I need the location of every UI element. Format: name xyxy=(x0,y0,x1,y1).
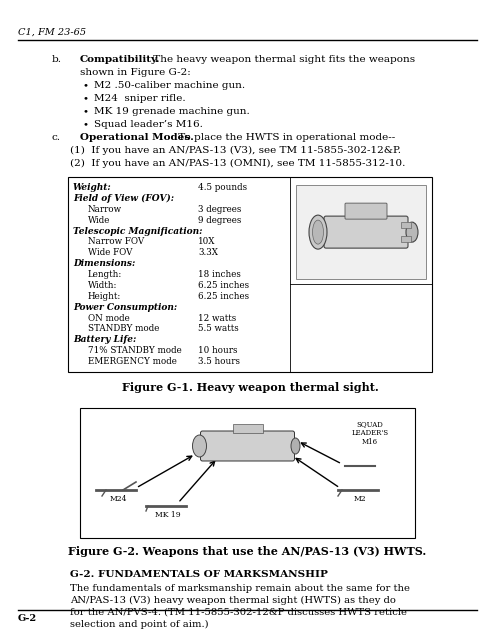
Text: c.: c. xyxy=(52,133,61,142)
Text: Wide: Wide xyxy=(88,216,110,225)
Text: 3.3X: 3.3X xyxy=(198,248,218,257)
Text: Field of View (FOV):: Field of View (FOV): xyxy=(73,194,174,203)
Text: (2)  If you have an AN/PAS-13 (OMNI), see TM 11-5855-312-10.: (2) If you have an AN/PAS-13 (OMNI), see… xyxy=(70,159,405,168)
Text: M2 .50-caliber machine gun.: M2 .50-caliber machine gun. xyxy=(94,81,245,90)
Text: •: • xyxy=(82,120,88,129)
Text: selection and point of aim.): selection and point of aim.) xyxy=(70,620,208,629)
Text: Figure G-2. Weapons that use the AN/PAS-13 (V3) HWTS.: Figure G-2. Weapons that use the AN/PAS-… xyxy=(68,546,427,557)
Text: Squad leader’s M16.: Squad leader’s M16. xyxy=(94,120,203,129)
Text: •: • xyxy=(82,81,88,90)
Text: 18 inches: 18 inches xyxy=(198,270,241,279)
Text: 10X: 10X xyxy=(198,237,215,246)
Bar xyxy=(401,236,411,242)
Text: M2: M2 xyxy=(354,495,366,503)
Text: b.: b. xyxy=(52,55,62,64)
Text: •: • xyxy=(82,107,88,116)
Text: 3 degrees: 3 degrees xyxy=(198,205,242,214)
Text: Dimensions:: Dimensions: xyxy=(73,259,135,268)
Text: SQUAD
LEADER'S
M16: SQUAD LEADER'S M16 xyxy=(351,420,389,446)
Text: 5.5 watts: 5.5 watts xyxy=(198,324,239,333)
Bar xyxy=(80,408,415,538)
Text: To place the HWTS in operational mode--: To place the HWTS in operational mode-- xyxy=(175,133,395,142)
Text: (1)  If you have an AN/PAS-13 (V3), see TM 11-5855-302-12&P.: (1) If you have an AN/PAS-13 (V3), see T… xyxy=(70,146,401,155)
FancyBboxPatch shape xyxy=(345,203,387,219)
Ellipse shape xyxy=(291,438,300,454)
Text: The fundamentals of marksmanship remain about the same for the: The fundamentals of marksmanship remain … xyxy=(70,584,410,593)
Text: AN/PAS-13 (V3) heavy weapon thermal sight (HWTS) as they do: AN/PAS-13 (V3) heavy weapon thermal sigh… xyxy=(70,596,396,605)
Ellipse shape xyxy=(312,220,324,244)
Text: for the AN/PVS-4. (TM 11-5855-302-12&P discusses HWTS reticle: for the AN/PVS-4. (TM 11-5855-302-12&P d… xyxy=(70,608,407,617)
Text: Compatibility.: Compatibility. xyxy=(80,55,160,64)
Text: C1, FM 23-65: C1, FM 23-65 xyxy=(18,28,86,37)
Text: MK 19 grenade machine gun.: MK 19 grenade machine gun. xyxy=(94,107,250,116)
Text: Operational Modes.: Operational Modes. xyxy=(80,133,194,142)
Text: Figure G-1. Heavy weapon thermal sight.: Figure G-1. Heavy weapon thermal sight. xyxy=(122,382,378,393)
Bar xyxy=(296,185,426,279)
Text: ON mode: ON mode xyxy=(88,314,130,323)
Text: STANDBY mode: STANDBY mode xyxy=(88,324,159,333)
Text: 3.5 hours: 3.5 hours xyxy=(198,357,240,366)
Ellipse shape xyxy=(406,222,418,242)
Text: Length:: Length: xyxy=(88,270,122,279)
Text: Narrow FOV: Narrow FOV xyxy=(88,237,144,246)
Bar xyxy=(233,424,262,433)
Text: Telescopic Magnification:: Telescopic Magnification: xyxy=(73,227,202,236)
Text: 9 degrees: 9 degrees xyxy=(198,216,242,225)
Text: Width:: Width: xyxy=(88,281,117,290)
Text: EMERGENCY mode: EMERGENCY mode xyxy=(88,357,177,366)
Text: Battery Life:: Battery Life: xyxy=(73,335,137,344)
Text: Weight:: Weight: xyxy=(73,183,112,192)
Text: Narrow: Narrow xyxy=(88,205,122,214)
Text: G-2. FUNDAMENTALS OF MARKSMANSHIP: G-2. FUNDAMENTALS OF MARKSMANSHIP xyxy=(70,570,328,579)
Text: Power Consumption:: Power Consumption: xyxy=(73,303,177,312)
Text: 71% STANDBY mode: 71% STANDBY mode xyxy=(88,346,182,355)
Text: 6.25 inches: 6.25 inches xyxy=(198,281,249,290)
Text: •: • xyxy=(82,94,88,103)
Text: Wide FOV: Wide FOV xyxy=(88,248,133,257)
FancyBboxPatch shape xyxy=(324,216,408,248)
Text: 4.5 pounds: 4.5 pounds xyxy=(198,183,247,192)
Ellipse shape xyxy=(193,435,206,457)
Text: G-2: G-2 xyxy=(18,614,37,623)
Text: shown in Figure G-2:: shown in Figure G-2: xyxy=(80,68,191,77)
Text: 12 watts: 12 watts xyxy=(198,314,236,323)
Bar xyxy=(401,222,411,228)
Text: The heavy weapon thermal sight fits the weapons: The heavy weapon thermal sight fits the … xyxy=(150,55,415,64)
Text: 10 hours: 10 hours xyxy=(198,346,238,355)
Text: MK 19: MK 19 xyxy=(155,511,181,519)
Text: M24: M24 xyxy=(109,495,127,503)
FancyBboxPatch shape xyxy=(200,431,295,461)
Ellipse shape xyxy=(309,215,327,249)
Bar xyxy=(68,177,432,372)
Text: 6.25 inches: 6.25 inches xyxy=(198,292,249,301)
Text: Height:: Height: xyxy=(88,292,121,301)
Text: M24  sniper rifle.: M24 sniper rifle. xyxy=(94,94,186,103)
